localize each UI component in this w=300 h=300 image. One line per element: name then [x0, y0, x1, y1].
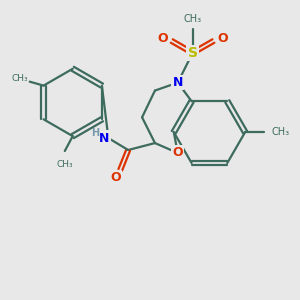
Text: H: H [92, 128, 100, 138]
Text: CH₃: CH₃ [184, 14, 202, 24]
Text: N: N [172, 76, 183, 89]
Text: CH₃: CH₃ [56, 160, 73, 169]
Text: CH₃: CH₃ [272, 127, 290, 137]
Text: O: O [172, 146, 183, 160]
Text: S: S [188, 46, 198, 60]
Text: O: O [217, 32, 228, 44]
Text: N: N [99, 132, 110, 145]
Text: O: O [110, 171, 121, 184]
Text: O: O [158, 32, 168, 44]
Text: CH₃: CH₃ [11, 74, 28, 83]
